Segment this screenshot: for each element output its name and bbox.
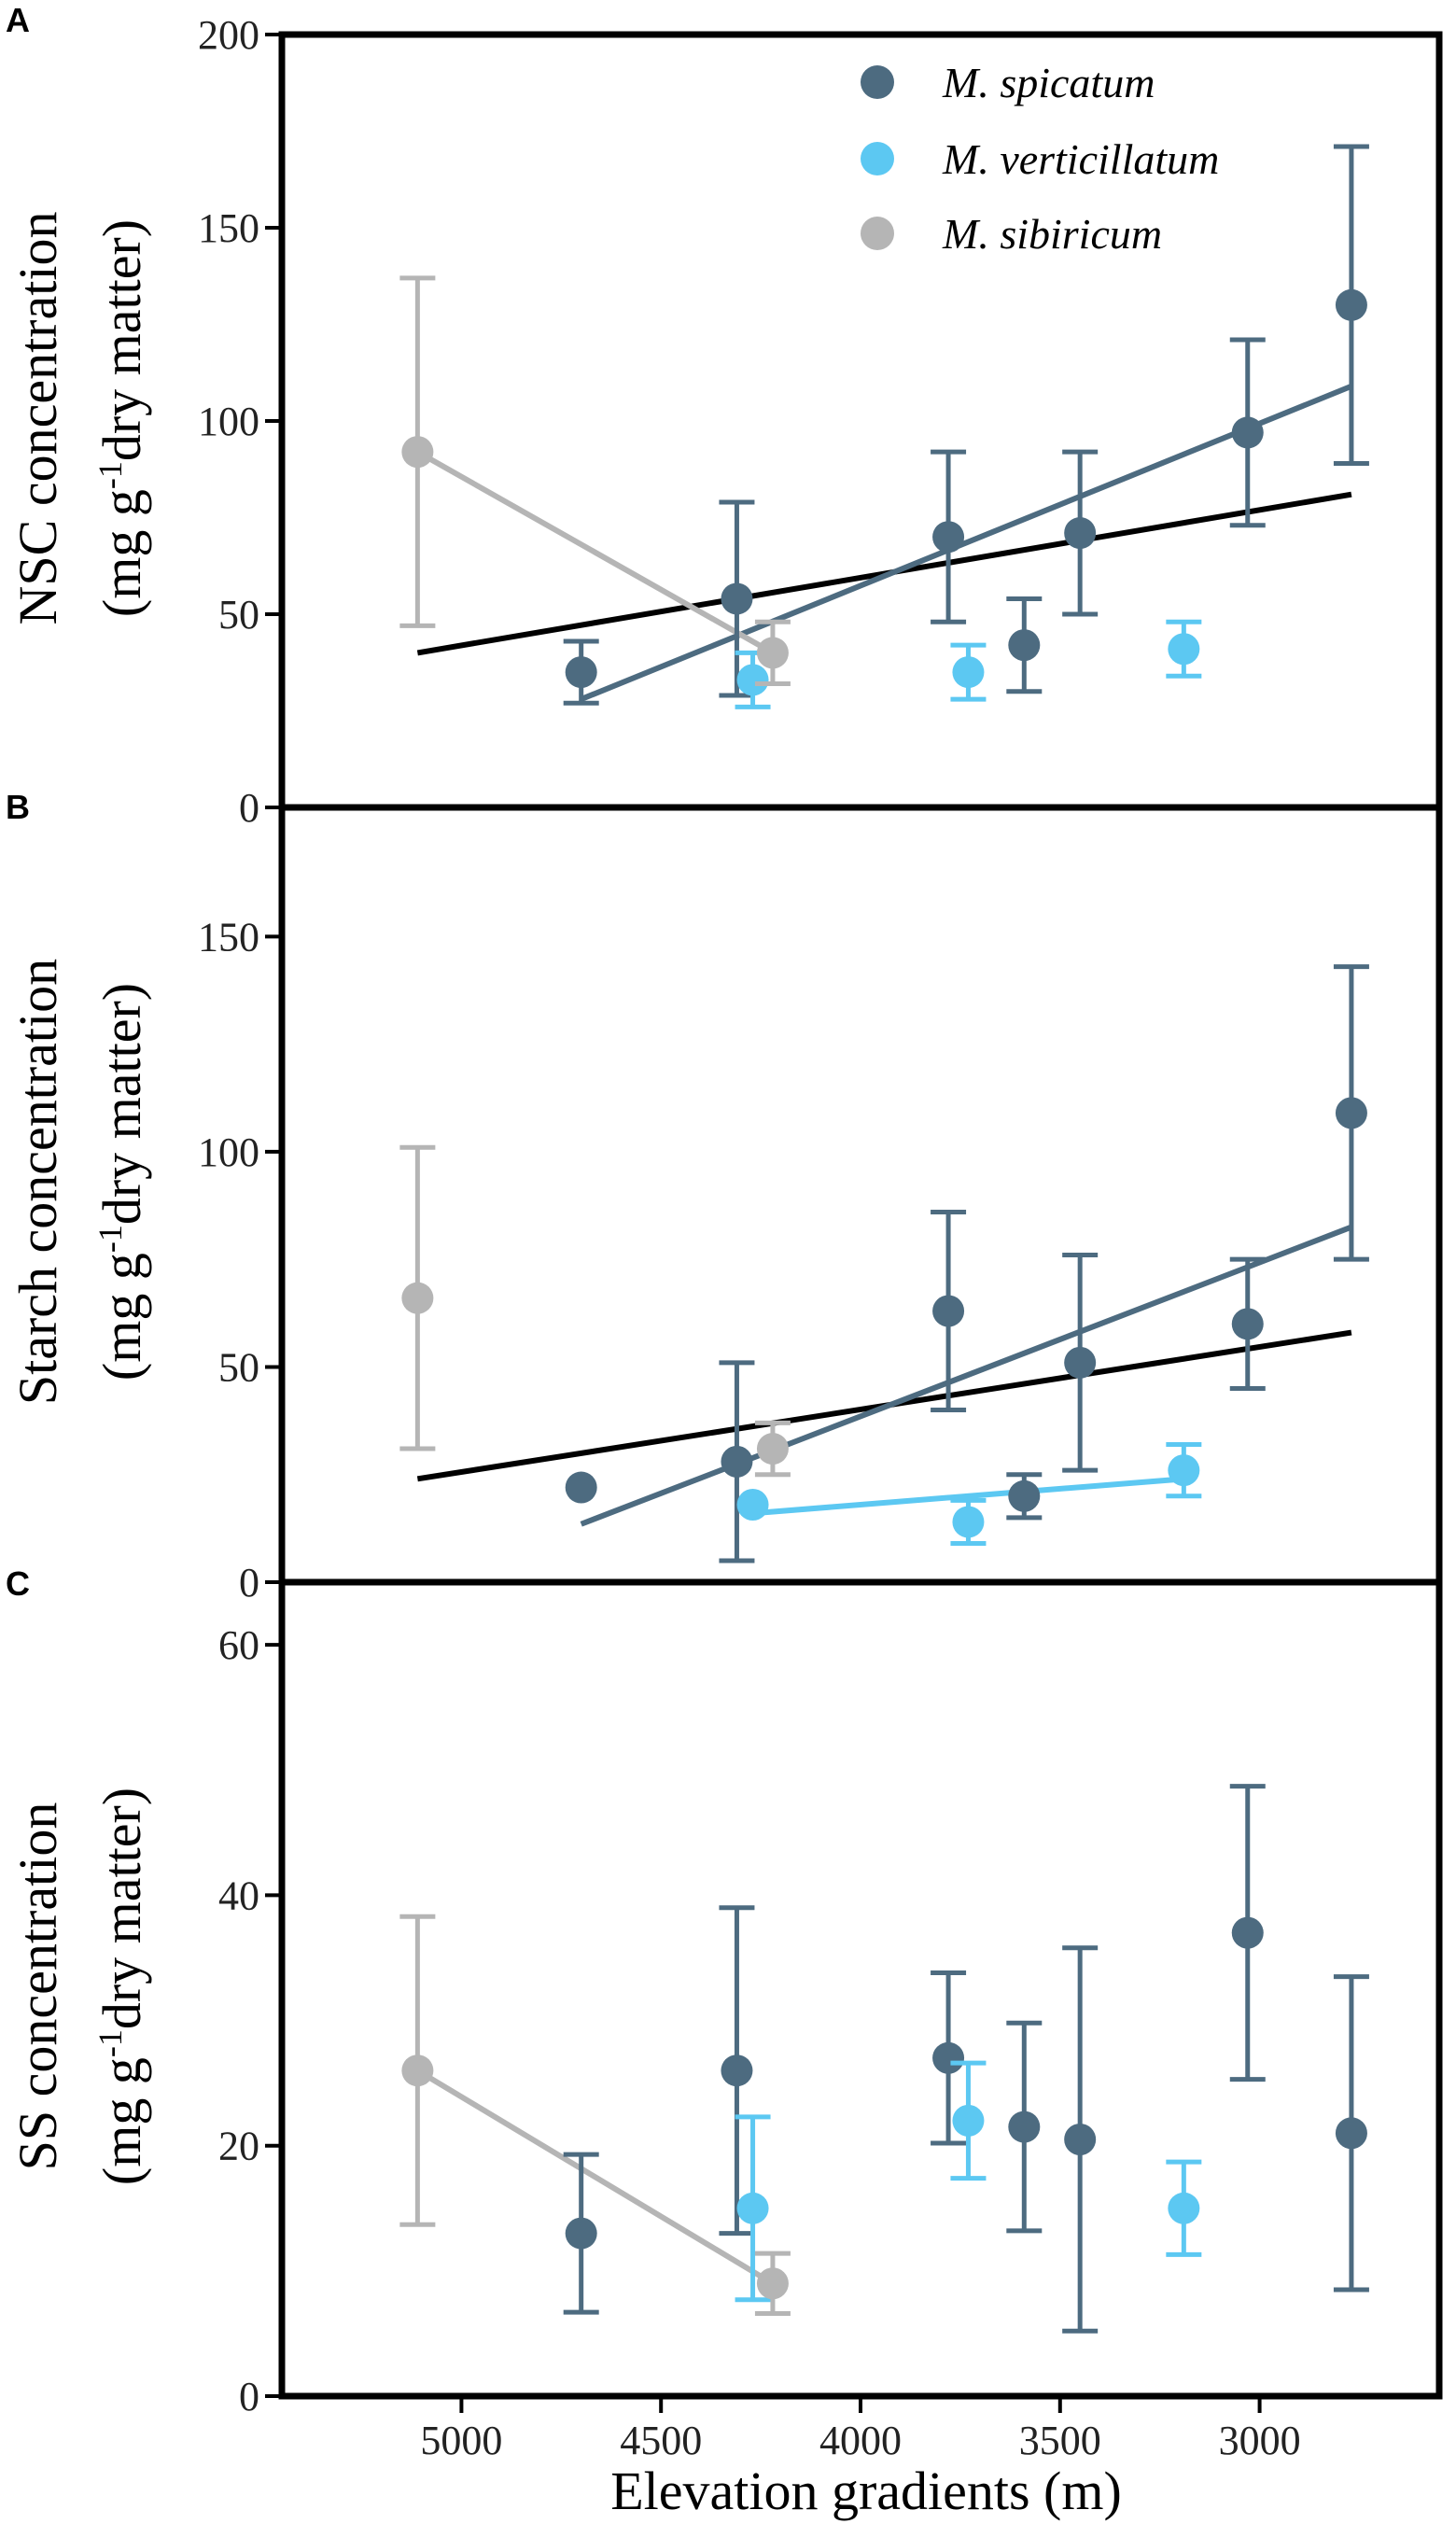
y-tick-label: 150 xyxy=(198,914,259,960)
data-point-verticillatum xyxy=(736,1489,769,1521)
data-point-sibiricum xyxy=(401,2054,434,2087)
legend-label-verticillatum: M. verticillatum xyxy=(942,135,1219,183)
data-point-verticillatum xyxy=(736,664,769,696)
data-point-sibiricum xyxy=(756,637,789,669)
data-point-verticillatum xyxy=(952,2104,985,2137)
panel-letter-b: B xyxy=(6,788,30,826)
panel-b: B Starch concentration (mg g-1dry matter… xyxy=(6,788,1443,1606)
fit-line-spicatum xyxy=(580,1224,1353,1527)
data-point-spicatum xyxy=(565,656,597,689)
y-tick-label: 100 xyxy=(198,1129,259,1175)
fit-line-verticillatum xyxy=(752,1476,1184,1517)
legend-marker-verticillatum xyxy=(861,142,894,175)
legend-label-sibiricum: M. sibiricum xyxy=(942,210,1162,258)
panel-c-x-ticks: 5000 4500 4000 3500 3000 xyxy=(420,2396,1301,2463)
y-tick-label: 100 xyxy=(198,399,259,444)
data-point-spicatum xyxy=(1231,416,1264,449)
panel-a-data-points xyxy=(399,144,1369,709)
data-point-spicatum xyxy=(565,1471,597,1504)
panel-b-plot-frame xyxy=(278,804,1443,1586)
y-tick-label: 50 xyxy=(218,1344,259,1390)
x-axis-label: Elevation gradients (m) xyxy=(610,2461,1122,2521)
x-tick-label: 5000 xyxy=(420,2418,502,2463)
panel-a-ylabel-line1: NSC concentration xyxy=(7,212,68,625)
data-point-spicatum xyxy=(1008,2110,1041,2143)
panel-c: C SS concentration (mg g-1dry matter) 0 2… xyxy=(6,1564,1443,2463)
panel-letter-a: A xyxy=(6,1,30,39)
legend: M. spicatum M. verticillatum M. sibiricu… xyxy=(861,59,1219,258)
data-point-verticillatum xyxy=(1168,1454,1200,1487)
panel-c-y-ticks: 0 20 40 60 xyxy=(218,1622,282,2419)
panel-c-plot-frame xyxy=(278,1578,1443,2400)
y-tick-label: 50 xyxy=(218,592,259,638)
data-point-spicatum xyxy=(565,2217,597,2250)
panel-a-fit-lines xyxy=(415,383,1353,702)
data-point-spicatum xyxy=(1335,2117,1367,2150)
data-point-spicatum xyxy=(1008,629,1041,662)
data-point-verticillatum xyxy=(1168,633,1200,666)
x-tick-label: 4000 xyxy=(819,2418,902,2463)
data-point-sibiricum xyxy=(756,1433,789,1465)
data-point-sibiricum xyxy=(756,2267,789,2300)
panel-b-y-ticks: 0 50 100 150 xyxy=(198,914,282,1606)
legend-marker-sibiricum xyxy=(861,217,894,250)
data-point-spicatum xyxy=(1231,1308,1264,1340)
data-point-spicatum xyxy=(721,1445,753,1478)
data-point-spicatum xyxy=(1008,1479,1041,1512)
y-tick-label: 40 xyxy=(218,1872,259,1918)
data-point-sibiricum xyxy=(401,1282,434,1314)
data-point-spicatum xyxy=(1064,2123,1097,2155)
fit-line-sibiricum xyxy=(415,449,775,656)
panel-c-data-points xyxy=(399,1784,1369,2334)
panel-c-fit-lines xyxy=(415,2068,775,2286)
panel-letter-c: C xyxy=(6,1564,30,1603)
data-point-spicatum xyxy=(1064,1346,1097,1379)
panel-a-ylabel-line2: (mg g-1dry matter) xyxy=(91,219,152,617)
y-tick-label: 200 xyxy=(198,12,259,58)
panel-b-fit-lines xyxy=(416,1224,1353,1527)
data-point-verticillatum xyxy=(952,656,985,689)
data-point-sibiricum xyxy=(401,436,434,469)
data-point-verticillatum xyxy=(1168,2192,1200,2224)
y-tick-label: 150 xyxy=(198,205,259,251)
data-point-spicatum xyxy=(721,582,753,615)
y-tick-label: 0 xyxy=(239,785,259,831)
fit-line-spicatum xyxy=(580,383,1353,702)
x-tick-label: 4500 xyxy=(620,2418,702,2463)
data-point-spicatum xyxy=(1335,1097,1367,1129)
panel-a: A NSC concentration (mg g-1dry matter) 0… xyxy=(6,1,1443,831)
data-point-verticillatum xyxy=(952,1506,985,1538)
data-point-spicatum xyxy=(721,2054,753,2087)
y-tick-label: 20 xyxy=(218,2124,259,2169)
fit-line-sibiricum xyxy=(415,2068,775,2286)
legend-label-spicatum: M. spicatum xyxy=(942,59,1155,106)
legend-marker-spicatum xyxy=(861,65,894,99)
y-tick-label: 0 xyxy=(239,1560,259,1606)
panel-a-y-ticks: 0 50 100 150 200 xyxy=(198,12,282,831)
panel-b-data-points xyxy=(399,964,1369,1563)
data-point-spicatum xyxy=(932,2041,965,2074)
x-tick-label: 3500 xyxy=(1019,2418,1101,2463)
data-point-spicatum xyxy=(932,521,965,554)
data-point-spicatum xyxy=(932,1295,965,1327)
y-tick-label: 60 xyxy=(218,1622,259,1668)
x-tick-label: 3000 xyxy=(1219,2418,1301,2463)
panel-c-ylabel-line1: SS concentration xyxy=(7,1802,68,2171)
data-point-verticillatum xyxy=(736,2192,769,2224)
panel-b-ylabel-line1: Starch concentration xyxy=(7,959,68,1405)
y-tick-label: 0 xyxy=(239,2374,259,2419)
data-point-spicatum xyxy=(1064,517,1097,550)
data-point-spicatum xyxy=(1231,1916,1264,1949)
panel-b-ylabel-line2: (mg g-1dry matter) xyxy=(91,983,152,1381)
panel-c-ylabel-line2: (mg g-1dry matter) xyxy=(91,1788,152,2185)
data-point-spicatum xyxy=(1335,288,1367,321)
